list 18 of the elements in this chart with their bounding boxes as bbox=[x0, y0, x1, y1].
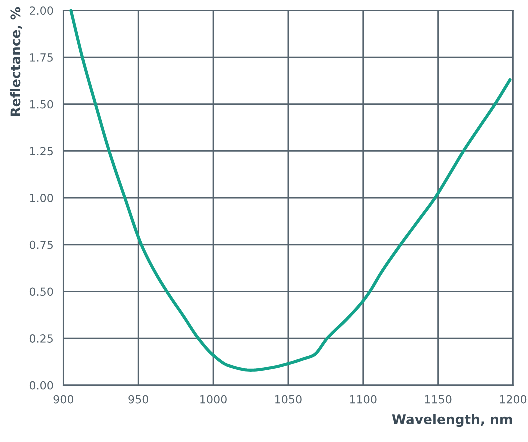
y-axis-title: Reflectance, % bbox=[10, 7, 22, 116]
y-tick-label: 1.75 bbox=[30, 54, 53, 62]
y-tick-label: 2.00 bbox=[30, 6, 54, 16]
y-tick-label: 0.75 bbox=[30, 240, 53, 250]
x-tick-label: 900 bbox=[54, 395, 74, 404]
y-tick-label: 1.00 bbox=[30, 194, 54, 202]
x-tick-label: 1150 bbox=[425, 395, 452, 404]
x-tick-label: 950 bbox=[128, 395, 148, 404]
x-axis-title: Wavelength, nm bbox=[392, 414, 512, 428]
y-tick-label: 1.50 bbox=[30, 100, 54, 109]
x-tick-label: 1000 bbox=[200, 395, 227, 404]
y-tick-label: 0.25 bbox=[30, 334, 53, 343]
x-tick-label: 1050 bbox=[276, 395, 302, 404]
y-tick-label: 0.50 bbox=[30, 288, 54, 296]
x-tick-label: 1100 bbox=[350, 395, 377, 404]
x-tick-label: 1200 bbox=[500, 395, 527, 404]
y-tick-label: 1.25 bbox=[30, 147, 53, 156]
y-tick-label: 0.00 bbox=[30, 381, 54, 390]
